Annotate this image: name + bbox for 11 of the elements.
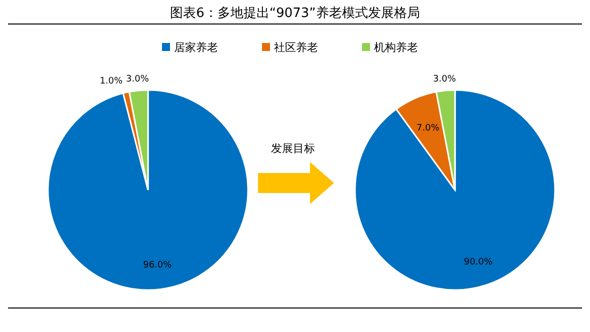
data-label: 90.0%: [464, 257, 493, 268]
legend-label: 机构养老: [374, 41, 418, 54]
data-label: 7.0%: [416, 124, 440, 134]
chart-title: 图表6：多地提出“9073”养老模式发展格局: [170, 5, 420, 21]
legend-label: 居家养老: [174, 41, 218, 54]
data-label: 96.0%: [143, 260, 172, 270]
data-label: 3.0%: [126, 74, 150, 84]
data-label: 3.0%: [433, 74, 456, 84]
legend-label: 社区养老: [274, 41, 318, 54]
text: 发展目标: [271, 142, 315, 155]
data-label: 1.0%: [100, 76, 124, 87]
